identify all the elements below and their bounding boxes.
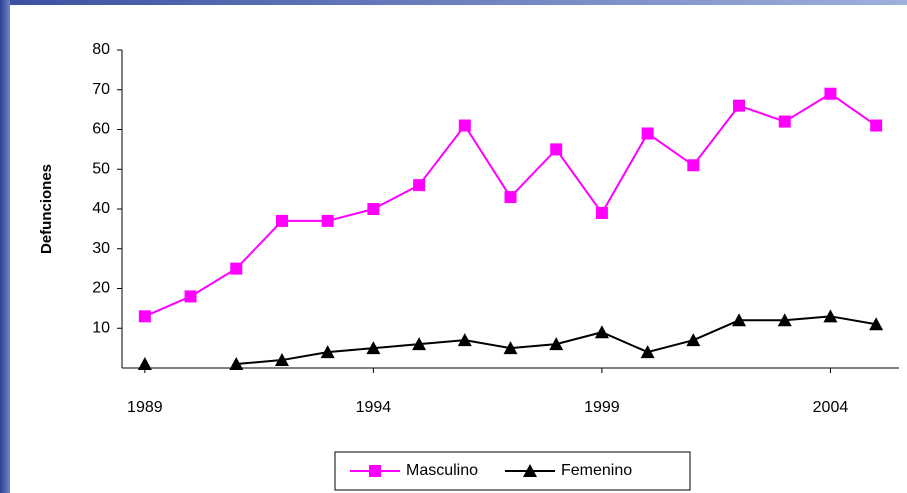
data-point [137,357,152,371]
data-point [777,313,792,327]
data-point [686,333,701,347]
slide-border-top [0,0,907,5]
data-point [229,357,244,371]
x-tick-label: 2004 [813,399,849,416]
data-point [869,317,884,331]
data-point [230,262,243,275]
y-tick-label: 10 [92,319,110,336]
y-axis-label: Defunciones [38,164,55,254]
y-tick-label: 80 [92,41,110,58]
x-tick-label: 1999 [584,399,620,416]
data-point [823,309,838,323]
legend-label: Femenino [561,462,632,479]
x-tick-label: 1989 [127,399,163,416]
data-point [320,345,335,359]
slide-border-left [0,0,10,493]
data-point [594,325,609,339]
data-point [412,337,427,351]
data-point [732,313,747,327]
data-point [504,191,517,204]
data-point [595,206,608,219]
y-tick-label: 20 [92,280,110,297]
data-point [733,99,746,112]
legend-label: Masculino [406,462,478,479]
data-point [641,127,654,140]
x-tick-label: 1994 [356,399,392,416]
y-tick-label: 30 [92,240,110,257]
data-point [138,310,151,323]
legend-marker [523,464,537,477]
data-point [458,119,471,132]
data-point [184,290,197,303]
data-point [778,115,791,128]
data-point [549,337,564,351]
legend-marker [369,465,381,477]
data-point [367,203,380,215]
data-point [274,353,289,367]
data-point [824,87,837,100]
y-tick-label: 70 [92,81,110,98]
data-point [640,345,655,359]
y-tick-label: 40 [92,200,110,217]
data-point [275,214,288,227]
data-point [550,143,563,156]
data-point [503,341,518,355]
data-point [687,159,700,172]
data-point [870,119,883,132]
data-point [413,179,426,192]
data-point [366,341,381,355]
data-point [321,214,334,227]
y-tick-label: 60 [92,121,110,138]
data-point [457,333,472,347]
y-tick-label: 50 [92,160,110,177]
